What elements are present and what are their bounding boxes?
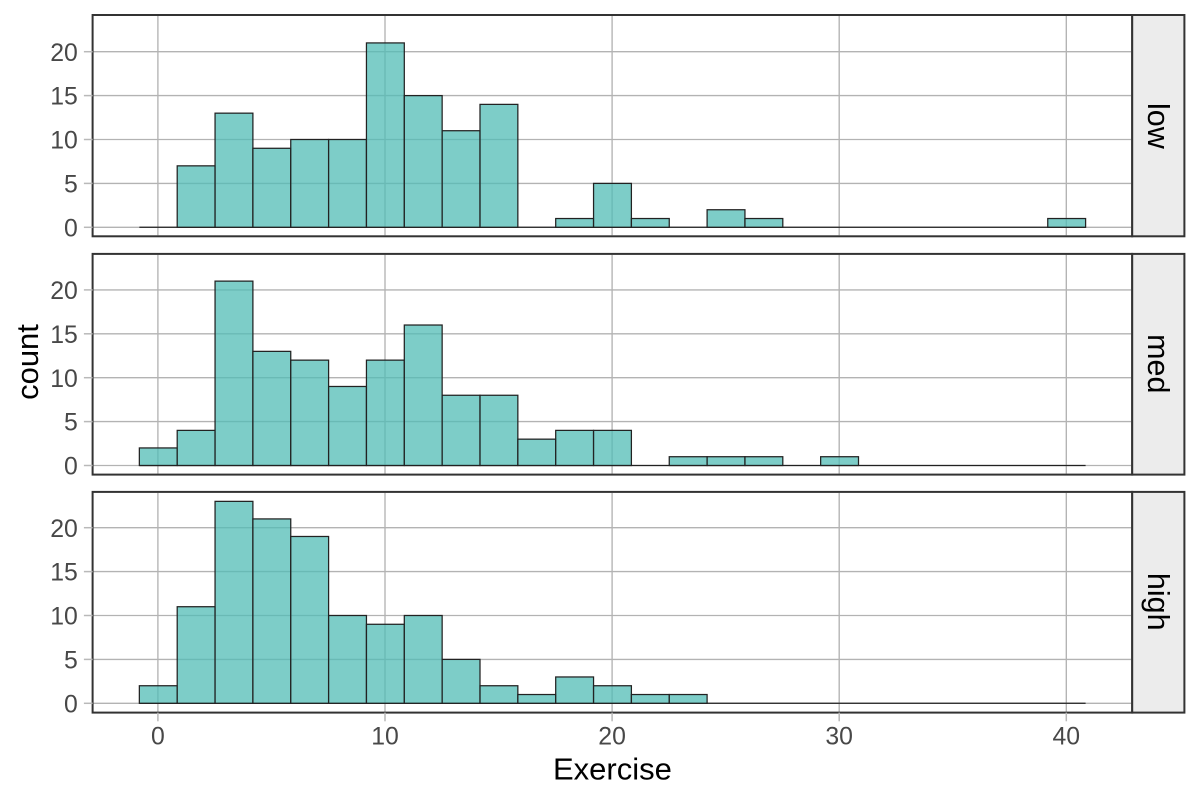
svg-text:10: 10 [50,366,78,393]
svg-text:15: 15 [50,560,78,587]
svg-text:count: count [10,324,45,400]
svg-text:10: 10 [50,128,78,155]
svg-text:40: 40 [1053,723,1081,750]
svg-text:0: 0 [64,215,78,242]
svg-text:0: 0 [64,454,78,481]
svg-text:30: 30 [825,723,853,750]
svg-text:15: 15 [50,322,78,349]
svg-text:low: low [1141,103,1175,150]
svg-text:20: 20 [598,723,626,750]
svg-text:0: 0 [64,691,78,718]
svg-text:20: 20 [50,40,78,67]
svg-text:15: 15 [50,84,78,111]
svg-text:high: high [1141,573,1175,631]
svg-text:med: med [1141,334,1175,393]
svg-text:5: 5 [64,648,78,675]
svg-text:20: 20 [50,516,78,543]
svg-text:20: 20 [50,278,78,305]
svg-text:Exercise: Exercise [553,752,672,787]
svg-text:5: 5 [64,172,78,199]
svg-text:5: 5 [64,410,78,437]
svg-text:10: 10 [371,723,399,750]
svg-text:10: 10 [50,604,78,631]
svg-text:0: 0 [151,723,165,750]
